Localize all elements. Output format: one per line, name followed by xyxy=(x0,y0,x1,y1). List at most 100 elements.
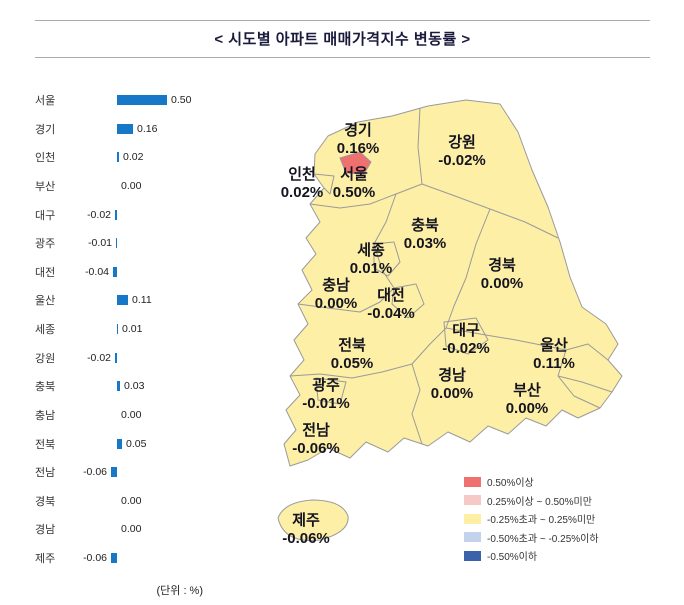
bar-row: 서울 0.50 xyxy=(35,90,235,110)
bar-row: 경북 0.00 xyxy=(35,491,235,511)
map-region-name: 광주 xyxy=(312,376,340,394)
map-region-value: -0.06% xyxy=(292,440,340,457)
map-region-value: 0.05% xyxy=(331,355,374,372)
map-internal-borders xyxy=(289,107,613,445)
page-title: < 시도별 아파트 매매가격지수 변동률 > xyxy=(214,31,471,48)
map-region-value: 0.11% xyxy=(533,355,575,372)
map-region-value: 0.01% xyxy=(350,260,393,277)
bar-value-label: 0.11 xyxy=(132,294,152,307)
map-region-value: 0.00% xyxy=(431,385,474,402)
bar-region-label: 대구 xyxy=(35,209,56,222)
bar-row: 인천 0.02 xyxy=(35,147,235,167)
bar-value-label: 0.00 xyxy=(121,179,142,192)
bar-value-label: 0.01 xyxy=(122,323,143,335)
map-region-value: 0.00% xyxy=(506,400,549,417)
title-rule-bottom xyxy=(35,57,650,58)
legend-color-swatch xyxy=(464,495,481,505)
bar-value-label: 0.00 xyxy=(121,494,142,507)
legend-label: -0.50%이하 xyxy=(487,552,538,563)
bar-region-label: 서울 xyxy=(35,95,56,107)
bar xyxy=(117,152,119,163)
title-rule-top xyxy=(35,20,650,21)
bar-row: 대전 -0.04 xyxy=(35,262,235,282)
legend-item: 0.50%이상 xyxy=(464,474,599,489)
legend-color-swatch xyxy=(464,550,481,561)
legend-item: -0.50%초과 ~ -0.25%이하 xyxy=(464,530,599,545)
bar xyxy=(117,324,118,334)
bar-region-label: 제주 xyxy=(35,553,56,565)
map-region-name: 경남 xyxy=(438,366,466,384)
bar-value-label: 0.50 xyxy=(171,94,192,106)
bar-row: 세종 0.01 xyxy=(35,319,235,339)
unit-note: (단위 : %) xyxy=(156,585,203,597)
bar-value-label: -0.06 xyxy=(83,466,107,479)
map-region-name: 대전 xyxy=(377,287,405,304)
bar-track: -0.02 xyxy=(65,205,235,225)
bar-region-label: 전남 xyxy=(35,467,56,480)
bar-row: 제주 -0.06 xyxy=(35,548,235,568)
bar-region-label: 경남 xyxy=(35,524,56,537)
legend-item: 0.25%이상 ~ 0.50%미만 xyxy=(464,493,599,508)
bar-track: 0.01 xyxy=(65,319,235,339)
map-region-seoul-highlight xyxy=(339,151,372,175)
bar-row: 부산 0.00 xyxy=(35,176,235,196)
bar-row: 전북 0.05 xyxy=(35,434,235,454)
bar xyxy=(117,295,128,306)
map-region-name: 충남 xyxy=(322,277,350,294)
bar-track: -0.04 xyxy=(65,262,235,282)
bar-track: 0.00 xyxy=(65,519,235,539)
bar-track: 0.11 xyxy=(65,290,235,310)
bar xyxy=(111,553,117,563)
bar-region-label: 경북 xyxy=(35,495,56,508)
map-legend: 0.50%이상 0.25%이상 ~ 0.50%미만 -0.25%초과 ~ 0.25%… xyxy=(464,474,599,567)
bar xyxy=(115,352,117,363)
bar-region-label: 대전 xyxy=(35,266,56,279)
map-region-name: 강원 xyxy=(448,133,476,151)
map-region-value: 0.02% xyxy=(281,184,324,201)
map-jeju-island xyxy=(277,499,349,542)
bar-track: -0.01 xyxy=(65,233,235,253)
title-block: < 시도별 아파트 매매가격지수 변동률 > xyxy=(35,20,650,58)
bar-region-label: 세종 xyxy=(35,324,56,336)
map-region-value: 0.00% xyxy=(481,275,524,292)
legend-item: -0.25%초과 ~ 0.25%미만 xyxy=(464,511,599,526)
bar-row: 충북 0.03 xyxy=(35,376,235,396)
map-region-labels: 경기0.16% 강원-0.02%인천0.02%서울0.50%충북0.03%세종0.… xyxy=(281,121,575,547)
bar-row: 전남 -0.06 xyxy=(35,462,235,482)
map-region-name: 부산 xyxy=(513,382,541,399)
map-region-name: 울산 xyxy=(540,337,568,354)
bar-track: 0.00 xyxy=(65,176,235,196)
bar-track: 0.02 xyxy=(65,147,235,167)
map-region-name: 전북 xyxy=(338,337,366,354)
legend-label: 0.50%이상 xyxy=(487,478,534,489)
bar-region-label: 충남 xyxy=(35,409,56,422)
bar-track: 0.03 xyxy=(65,376,235,396)
bar-value-label: -0.02 xyxy=(87,208,111,221)
map-region-name: 서울 xyxy=(340,166,368,183)
bar-track: -0.06 xyxy=(65,548,235,568)
bar-region-label: 인천 xyxy=(35,152,56,165)
bar-region-label: 전북 xyxy=(35,438,56,451)
bar-row: 광주 -0.01 xyxy=(35,233,235,253)
map-region-value: 0.03% xyxy=(404,235,447,252)
bar-row: 강원 -0.02 xyxy=(35,348,235,368)
bar-value-label: -0.04 xyxy=(85,265,109,278)
bar-track: 0.16 xyxy=(65,119,235,139)
bar-row: 울산 0.11 xyxy=(35,290,235,310)
map-region-name: 인천 xyxy=(288,165,316,183)
bar xyxy=(116,238,117,249)
bar-track: 0.05 xyxy=(65,434,235,454)
map-region-name: 경기 xyxy=(344,121,372,139)
bar xyxy=(117,438,122,449)
map-region-value: -0.04% xyxy=(367,305,415,322)
legend-color-swatch xyxy=(464,532,481,542)
legend-color-swatch xyxy=(464,476,481,487)
bar-row: 대구 -0.02 xyxy=(35,205,235,225)
bar-track: 0.00 xyxy=(65,405,235,425)
legend-label: 0.25%이상 ~ 0.50%미만 xyxy=(487,496,592,508)
bar-value-label: 0.00 xyxy=(121,408,142,421)
bar-region-label: 부산 xyxy=(35,180,56,193)
map-region-value: 0.50% xyxy=(333,184,376,201)
bar-track: 0.00 xyxy=(65,491,235,511)
